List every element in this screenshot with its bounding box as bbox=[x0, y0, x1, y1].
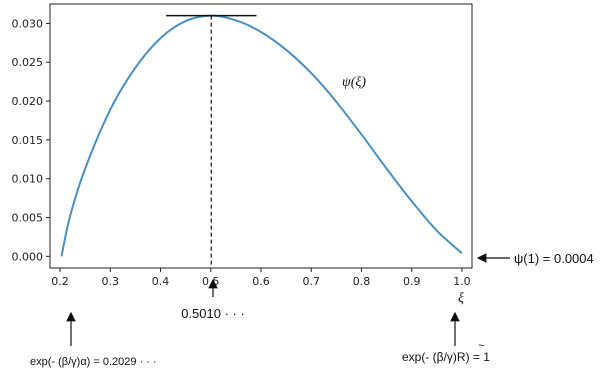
curve-label: ψ(ξ) bbox=[342, 75, 366, 90]
y-axis: 0.000 0.005 0.010 0.015 0.020 0.025 0.030 bbox=[12, 17, 50, 263]
y-tick-label: 0.005 bbox=[12, 212, 44, 225]
right-bottom-suffix: ) = 1 bbox=[466, 350, 491, 364]
right-value-label: ψ(1) = 0.0004 bbox=[514, 251, 594, 266]
x-tick-label: 0.2 bbox=[51, 275, 69, 288]
x-tick-label: 0.9 bbox=[403, 275, 421, 288]
y-tick-label: 0.000 bbox=[12, 250, 44, 263]
peak-label: 0.5010 · · · bbox=[181, 306, 245, 321]
svg-text:exp(- (β/γ)R) = 1: exp(- (β/γ)R) = 1 bbox=[402, 350, 490, 364]
y-tick-label: 0.025 bbox=[12, 56, 44, 69]
xi-axis-label: ξ bbox=[458, 291, 464, 306]
right-bottom-label: exp(- (β/γ)R) = 1 ~ bbox=[402, 340, 490, 364]
peak-markers bbox=[166, 14, 257, 268]
y-tick-label: 0.015 bbox=[12, 134, 44, 147]
x-tick-label: 1.0 bbox=[453, 275, 471, 288]
x-tick-label: 0.7 bbox=[302, 275, 320, 288]
x-tick-label: 0.8 bbox=[353, 275, 371, 288]
x-tick-label: 0.4 bbox=[152, 275, 170, 288]
x-axis: 0.2 0.3 0.4 0.5 0.6 0.7 0.8 0.9 1.0 bbox=[51, 268, 471, 288]
right-bottom-r: R bbox=[457, 350, 466, 364]
right-bottom-prefix: exp(- (β/γ) bbox=[402, 350, 457, 364]
y-tick-label: 0.020 bbox=[12, 95, 44, 108]
series-layer bbox=[60, 14, 463, 257]
x-tick-label: 0.6 bbox=[252, 275, 270, 288]
y-tick-label: 0.010 bbox=[12, 173, 44, 186]
series-line-psi bbox=[60, 14, 463, 257]
x-tick-label: 0.5 bbox=[202, 275, 220, 288]
right-bottom-tilde: ~ bbox=[478, 340, 484, 352]
y-tick-label: 0.030 bbox=[12, 17, 44, 30]
x-tick-label: 0.3 bbox=[102, 275, 120, 288]
left-bottom-label: exp(- (β/γ)α) = 0.2029 · · · bbox=[30, 356, 157, 368]
plot-frame bbox=[49, 3, 473, 269]
